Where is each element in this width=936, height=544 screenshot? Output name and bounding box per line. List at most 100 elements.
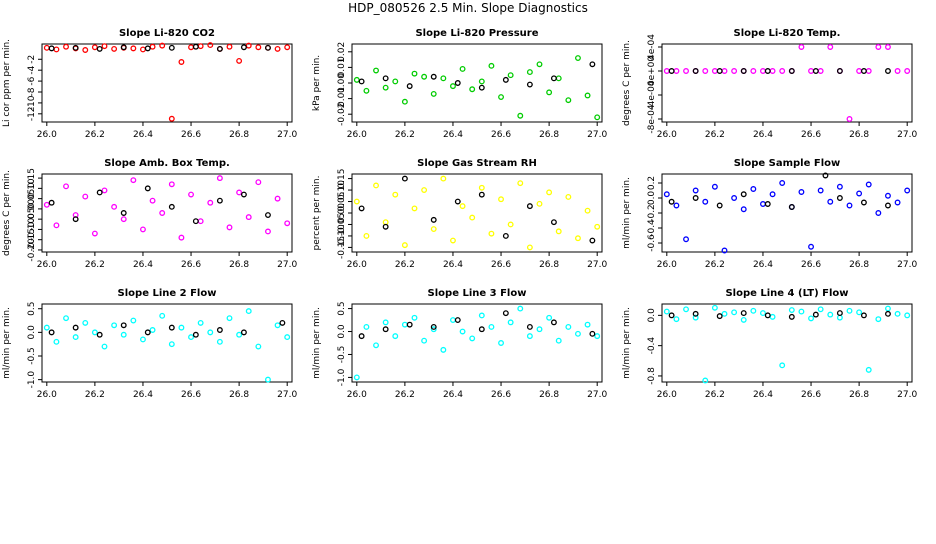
y-tick-label: -1.0 (337, 368, 347, 386)
point (594, 333, 601, 340)
point (798, 189, 805, 195)
point (865, 181, 872, 188)
x-tick-label: 26.8 (539, 390, 559, 400)
point (875, 316, 882, 323)
y-tick-label: -0.05 (337, 213, 347, 236)
point (721, 247, 728, 254)
y-tick-label: -2 (27, 55, 37, 64)
point (284, 220, 291, 227)
point (120, 210, 127, 216)
point (454, 317, 461, 324)
point (274, 195, 281, 202)
point (526, 244, 533, 251)
point (159, 42, 166, 49)
point (517, 180, 524, 187)
point (274, 322, 281, 329)
point (546, 314, 553, 321)
point (91, 44, 98, 51)
point (178, 324, 185, 331)
panel-title: Slope Sample Flow (734, 158, 841, 169)
point (440, 346, 447, 353)
point (668, 312, 675, 319)
x-tick-label: 26.2 (85, 130, 105, 140)
point (885, 44, 891, 50)
point (430, 226, 437, 233)
point (207, 329, 214, 336)
point (885, 305, 891, 312)
point (536, 200, 543, 207)
point (584, 321, 591, 328)
point (430, 216, 437, 223)
point (373, 182, 379, 189)
point (358, 205, 365, 212)
y-tick-label: 0.05 (337, 192, 347, 212)
x-tick-label: 26.4 (133, 390, 153, 400)
point (178, 234, 185, 241)
point (498, 94, 504, 100)
point (178, 59, 185, 65)
x-tick-label: 27.0 (587, 260, 607, 270)
point (589, 237, 596, 244)
x-tick-label: 26.8 (539, 130, 559, 140)
y-tick-label: 0.10 (337, 180, 347, 200)
point (683, 306, 689, 313)
point (584, 92, 591, 99)
y-tick-label: -0.15 (27, 228, 37, 251)
point (353, 374, 360, 381)
y-tick-label: 0.0 (27, 325, 37, 340)
y-tick-label: -0.01 (337, 87, 347, 110)
point (731, 309, 738, 316)
point (363, 232, 370, 239)
point (894, 199, 901, 206)
point (411, 70, 418, 77)
x-tick-label: 26.2 (395, 130, 415, 140)
point (43, 324, 50, 331)
y-tick-label: 0.01 (337, 57, 347, 77)
y-tick-label: 0.5 (337, 301, 347, 315)
point (788, 313, 795, 320)
point (885, 310, 891, 317)
point (188, 334, 194, 341)
y-tick-label: 0.15 (337, 169, 347, 189)
point (764, 68, 771, 74)
point (91, 329, 98, 336)
point (836, 195, 843, 201)
x-tick-label: 26.2 (705, 260, 725, 270)
point (245, 308, 252, 315)
x-tick-label: 26.6 (181, 390, 201, 400)
x-tick-label: 26.2 (85, 390, 105, 400)
point (373, 67, 379, 74)
y-axis-label: ml/min per min. (622, 177, 632, 249)
point (546, 189, 553, 196)
x-tick-label: 27.0 (277, 390, 297, 400)
point (255, 44, 262, 51)
x-tick-label: 26.8 (229, 130, 249, 140)
point (526, 323, 533, 330)
point (555, 337, 562, 344)
point (827, 44, 834, 50)
point (168, 181, 175, 188)
point (63, 183, 69, 190)
point (692, 314, 699, 321)
point (546, 89, 553, 96)
point (149, 327, 156, 333)
point (788, 68, 795, 74)
point (668, 68, 675, 74)
x-tick-label: 26.4 (443, 390, 463, 400)
point (526, 203, 533, 210)
point (594, 223, 601, 230)
x-tick-label: 26.4 (133, 130, 153, 140)
point (144, 329, 151, 336)
x-tick-label: 26.0 (347, 390, 367, 400)
point (692, 68, 699, 74)
point (265, 212, 271, 219)
point (860, 68, 867, 74)
point (808, 243, 814, 250)
point (358, 333, 365, 340)
point (421, 337, 428, 344)
y-tick-label: 0.5 (27, 302, 37, 316)
x-tick-label: 26.0 (37, 130, 57, 140)
point (421, 187, 428, 194)
